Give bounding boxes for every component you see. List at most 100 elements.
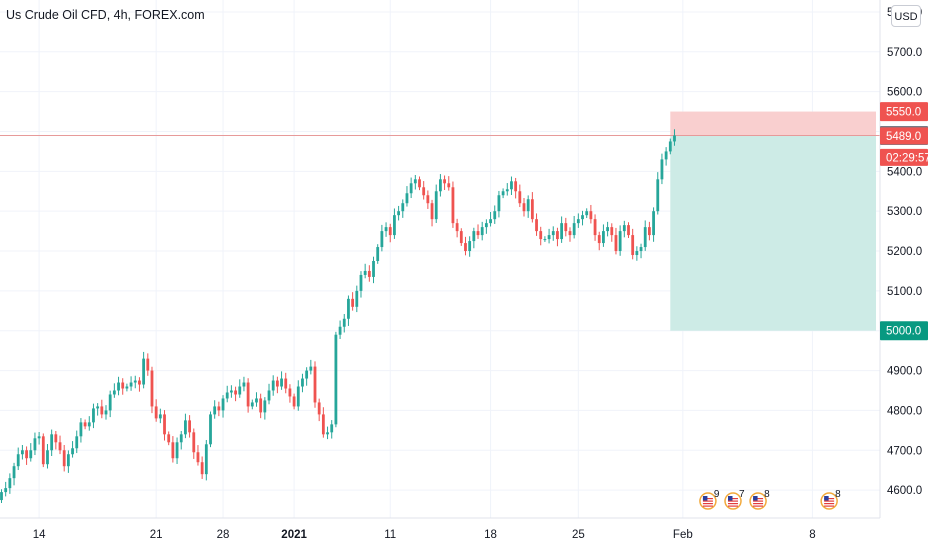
candle <box>66 450 70 473</box>
candle <box>62 445 66 472</box>
candle <box>359 271 363 298</box>
candle <box>489 211 492 227</box>
candle <box>255 392 258 407</box>
candle <box>87 416 91 431</box>
candle <box>589 204 593 224</box>
candle <box>267 383 271 405</box>
price-label-countdown: 02:29:57 <box>880 148 931 166</box>
price-tick-label: 5700.0 <box>887 47 922 59</box>
price-tick-label: 4700.0 <box>887 445 922 457</box>
candle <box>313 361 317 408</box>
svg-text:02:29:57: 02:29:57 <box>886 152 931 164</box>
candle <box>493 205 497 224</box>
candle <box>167 431 171 446</box>
candle <box>46 444 49 469</box>
candle <box>627 222 630 238</box>
candle <box>388 223 392 243</box>
candle <box>150 366 154 414</box>
candle <box>58 435 62 455</box>
candle <box>213 400 217 419</box>
candle <box>597 231 601 251</box>
candles <box>0 129 676 503</box>
price-label-stop: 5550.0 <box>880 102 928 122</box>
candle <box>317 398 321 422</box>
candle <box>556 227 559 247</box>
candle <box>447 176 451 191</box>
candle <box>121 378 125 395</box>
candle <box>296 380 300 411</box>
candle <box>455 218 459 238</box>
event-count: 7 <box>739 489 745 500</box>
time-tick-label: 14 <box>33 529 46 541</box>
candle <box>29 443 33 462</box>
candle <box>204 439 208 481</box>
candle <box>184 413 187 439</box>
price-tick-label: 4900.0 <box>887 366 922 378</box>
candle <box>100 399 104 419</box>
candle <box>656 172 660 215</box>
candle <box>367 265 371 282</box>
candle <box>217 401 221 417</box>
candle <box>468 236 472 257</box>
candle <box>200 456 204 479</box>
candle <box>25 446 28 465</box>
candle <box>409 177 413 199</box>
candle <box>576 213 580 228</box>
candle <box>443 175 446 190</box>
candle <box>622 220 626 238</box>
price-tick-label: 5200.0 <box>887 246 922 258</box>
time-tick-label: Feb <box>673 529 693 541</box>
candle <box>639 243 643 259</box>
candle <box>158 408 162 424</box>
candle <box>673 129 676 146</box>
candle <box>668 138 672 155</box>
time-tick-label: 25 <box>572 529 585 541</box>
candle <box>330 420 334 439</box>
time-tick-label: 2021 <box>281 529 307 541</box>
candle <box>510 176 513 196</box>
candle <box>614 227 618 255</box>
candle <box>96 403 100 416</box>
candle <box>351 292 355 311</box>
candle <box>209 411 212 448</box>
candle <box>430 199 434 227</box>
time-tick-label: 28 <box>217 529 230 541</box>
candle <box>434 184 438 223</box>
candle <box>451 181 455 228</box>
take-profit-zone[interactable] <box>670 135 876 331</box>
svg-text:5550.0: 5550.0 <box>886 107 921 119</box>
price-label-target: 5000.0 <box>880 321 928 341</box>
economic-event-icon[interactable]: 9 <box>699 489 720 510</box>
economic-event-icon[interactable]: 7 <box>724 489 745 510</box>
candle <box>108 390 112 418</box>
candle <box>413 175 417 190</box>
economic-event-icon[interactable]: 8 <box>820 489 841 510</box>
time-tick-label: 8 <box>809 529 815 541</box>
price-axis[interactable]: 4600.0 4700.0 4800.0 4900.0 5000.0 5100.0 5200… <box>879 0 932 550</box>
price-tick-label: 5100.0 <box>887 286 922 298</box>
candle <box>71 441 74 458</box>
candle <box>138 377 141 392</box>
candle <box>393 208 396 239</box>
candle <box>372 256 375 284</box>
currency-button[interactable]: USD <box>891 5 921 27</box>
candle <box>16 447 20 471</box>
candle <box>238 379 242 398</box>
candle <box>439 174 442 197</box>
event-count: 9 <box>714 489 720 500</box>
stop-loss-zone[interactable] <box>670 111 876 136</box>
price-tick-label: 4800.0 <box>887 405 922 417</box>
candle <box>12 462 16 486</box>
candle <box>648 221 651 241</box>
candle <box>196 445 200 466</box>
candle <box>271 375 275 396</box>
candle <box>643 220 647 251</box>
candle <box>560 216 564 243</box>
economic-event-icon[interactable]: 8 <box>749 489 770 510</box>
candle <box>175 437 179 464</box>
time-axis[interactable]: 14 21 28 2021 11 18 25 Feb 8 <box>0 517 880 550</box>
candle <box>221 395 225 418</box>
candle <box>142 351 146 389</box>
